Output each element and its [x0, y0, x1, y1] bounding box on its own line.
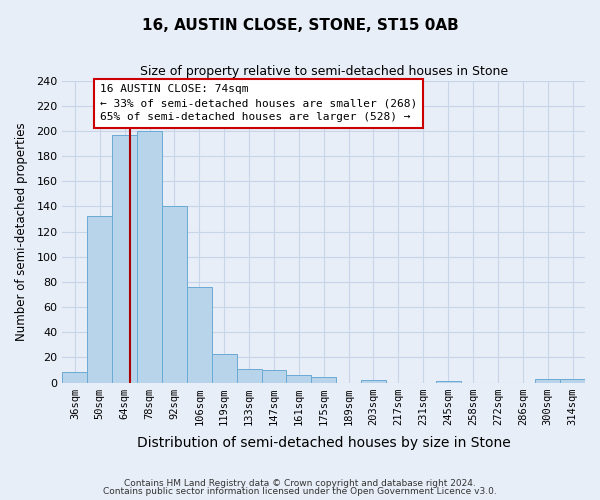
Bar	[535, 379, 560, 382]
Text: 16 AUSTIN CLOSE: 74sqm
← 33% of semi-detached houses are smaller (268)
65% of se: 16 AUSTIN CLOSE: 74sqm ← 33% of semi-det…	[100, 84, 417, 122]
Text: Contains HM Land Registry data © Crown copyright and database right 2024.: Contains HM Land Registry data © Crown c…	[124, 478, 476, 488]
X-axis label: Distribution of semi-detached houses by size in Stone: Distribution of semi-detached houses by …	[137, 436, 511, 450]
Bar	[311, 378, 336, 382]
Text: 16, AUSTIN CLOSE, STONE, ST15 0AB: 16, AUSTIN CLOSE, STONE, ST15 0AB	[142, 18, 458, 32]
Y-axis label: Number of semi-detached properties: Number of semi-detached properties	[15, 122, 28, 341]
Bar	[62, 372, 88, 382]
Text: Contains public sector information licensed under the Open Government Licence v3: Contains public sector information licen…	[103, 487, 497, 496]
Title: Size of property relative to semi-detached houses in Stone: Size of property relative to semi-detach…	[140, 65, 508, 78]
Bar	[361, 380, 386, 382]
Bar	[88, 216, 112, 382]
Bar	[162, 206, 187, 382]
Bar	[236, 368, 262, 382]
Bar	[262, 370, 286, 382]
Bar	[137, 131, 162, 382]
Bar	[112, 134, 137, 382]
Bar	[187, 287, 212, 382]
Bar	[212, 354, 236, 382]
Bar	[286, 375, 311, 382]
Bar	[560, 379, 585, 382]
